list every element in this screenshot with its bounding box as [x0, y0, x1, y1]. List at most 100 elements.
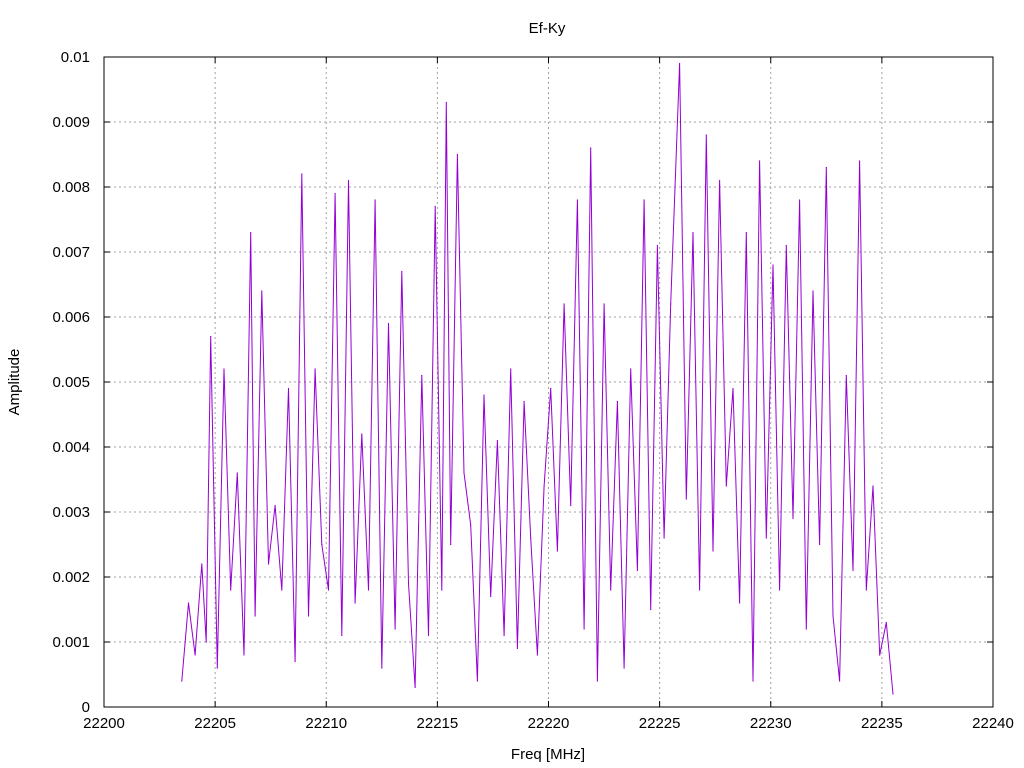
data-point	[670, 303, 672, 305]
data-point	[476, 680, 478, 682]
x-tick-label: 22220	[528, 715, 570, 732]
data-point	[799, 199, 801, 201]
y-axis-label: Amplitude	[6, 349, 23, 416]
x-tick-label: 22225	[639, 715, 681, 732]
data-point	[596, 680, 599, 682]
data-point	[496, 439, 498, 442]
data-point	[274, 504, 276, 507]
data-point	[441, 589, 443, 591]
data-point	[590, 147, 592, 149]
data-point	[699, 589, 701, 591]
y-tick-label: 0.009	[52, 114, 90, 131]
data-point	[685, 498, 687, 500]
data-point	[563, 303, 565, 305]
data-point	[463, 472, 465, 474]
data-point	[859, 160, 861, 162]
data-point	[261, 290, 263, 292]
data-point	[483, 394, 485, 396]
data-point	[427, 634, 430, 637]
data-point	[732, 387, 734, 390]
data-point	[610, 589, 612, 591]
data-point	[616, 400, 619, 403]
data-point	[536, 654, 539, 656]
y-tick-label: 0	[82, 699, 90, 716]
data-point	[414, 686, 416, 689]
y-tick-label: 0.007	[52, 244, 90, 261]
data-point	[307, 615, 310, 617]
y-tick-label: 0.006	[52, 309, 90, 326]
series-line	[181, 63, 894, 695]
data-point	[341, 634, 343, 637]
data-point	[187, 602, 190, 604]
x-tick-label: 22205	[194, 715, 236, 732]
data-point	[885, 621, 887, 624]
data-point	[470, 524, 472, 526]
data-point	[739, 602, 741, 604]
data-point	[223, 368, 225, 370]
data-point	[556, 550, 559, 552]
data-point	[812, 290, 814, 292]
data-point	[301, 173, 303, 175]
data-point	[705, 134, 707, 136]
y-tick-label: 0.008	[52, 179, 90, 196]
data-point	[294, 660, 296, 663]
data-point	[267, 563, 270, 565]
data-point	[347, 179, 350, 182]
data-point	[503, 634, 505, 637]
y-tick-label: 0.001	[52, 634, 90, 651]
data-point	[550, 387, 552, 390]
data-point	[287, 387, 290, 390]
data-point	[210, 335, 212, 338]
data-point	[361, 433, 363, 435]
y-tick-label: 0.003	[52, 504, 90, 521]
data-point	[381, 667, 383, 669]
axis-ticks: 22200 22205 22210 22215 22220 22225 22230 22235…	[52, 49, 1013, 732]
data-point	[872, 485, 874, 487]
y-tick-label: 0.002	[52, 569, 90, 586]
data-point	[181, 680, 183, 682]
data-point	[852, 569, 854, 572]
data-point	[254, 615, 256, 617]
data-point	[792, 517, 794, 520]
y-tick-label: 0.004	[52, 439, 90, 456]
data-point	[374, 199, 376, 201]
data-point	[576, 199, 579, 201]
data-point	[623, 667, 625, 669]
y-tick-label: 0.01	[61, 49, 90, 66]
data-point	[243, 654, 245, 656]
data-point	[456, 153, 458, 156]
data-point	[636, 569, 639, 572]
x-axis-label: Freq [MHz]	[511, 746, 585, 763]
data-point	[530, 537, 532, 539]
data-point	[679, 62, 681, 65]
x-tick-label: 22240	[972, 715, 1014, 732]
data-point	[434, 205, 436, 208]
data-point	[516, 647, 519, 650]
data-point	[892, 693, 894, 695]
data-point	[759, 160, 761, 162]
data-point	[845, 374, 847, 377]
data-point	[692, 231, 694, 234]
data-point	[194, 654, 196, 656]
data-point	[354, 602, 356, 604]
data-point	[367, 589, 370, 591]
data-point	[865, 589, 867, 591]
data-point	[450, 543, 452, 546]
x-tick-label: 22235	[861, 715, 903, 732]
y-tick-label: 0.005	[52, 374, 90, 391]
data-point	[250, 231, 252, 234]
data-point	[839, 680, 841, 682]
data-point	[819, 543, 821, 546]
data-point	[825, 166, 827, 169]
data-point	[327, 589, 330, 591]
grid	[104, 57, 993, 707]
data-point	[583, 628, 585, 630]
data-point	[236, 472, 238, 474]
data-point	[663, 537, 665, 539]
chart-title: Ef-Ky	[529, 20, 566, 37]
data-point	[445, 101, 447, 104]
data-point	[387, 322, 390, 325]
data-point	[230, 589, 232, 591]
data-point	[656, 244, 659, 247]
